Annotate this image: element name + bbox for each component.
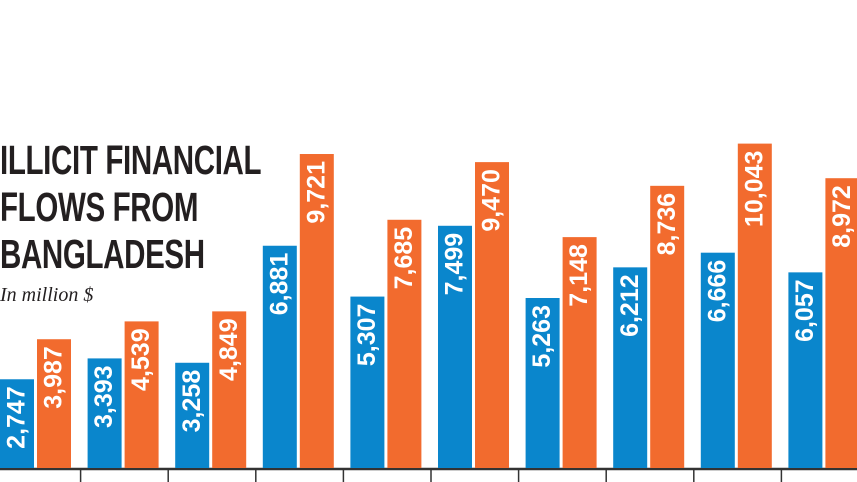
bar xyxy=(650,185,685,468)
bar xyxy=(387,219,422,468)
bar xyxy=(700,252,735,468)
value-label: 9,721 xyxy=(302,161,330,224)
bar xyxy=(475,162,509,468)
bar xyxy=(613,267,648,468)
bar xyxy=(438,225,472,468)
bar xyxy=(37,339,71,468)
bar xyxy=(87,358,122,468)
value-label: 7,685 xyxy=(390,227,418,290)
bar xyxy=(525,298,560,468)
bar xyxy=(262,245,297,468)
value-label: 8,972 xyxy=(828,185,856,248)
bar xyxy=(788,272,823,468)
bar xyxy=(212,311,247,468)
bar xyxy=(175,362,210,468)
value-label: 7,499 xyxy=(441,233,469,296)
value-label: 6,881 xyxy=(265,253,293,316)
value-label: 3,258 xyxy=(178,370,206,433)
bar xyxy=(0,379,34,468)
value-label: 2,747 xyxy=(3,386,31,449)
chart-subtitle: In million $ xyxy=(0,284,94,306)
chart-title: ILLICIT FINANCIAL FLOWS FROM BANGLADESH xyxy=(0,137,261,277)
value-label: 10,043 xyxy=(740,151,768,227)
value-label: 3,393 xyxy=(90,365,118,428)
value-label: 4,849 xyxy=(215,318,243,381)
value-label: 9,470 xyxy=(478,169,506,232)
bar xyxy=(825,178,857,468)
value-label: 5,307 xyxy=(353,304,381,367)
bar xyxy=(350,296,385,468)
bar xyxy=(124,321,159,468)
value-label: 8,736 xyxy=(653,193,681,256)
bar xyxy=(737,143,772,469)
value-label: 5,263 xyxy=(528,305,556,368)
bar xyxy=(562,237,597,468)
value-label: 7,148 xyxy=(565,244,593,307)
value-label: 3,987 xyxy=(40,346,68,409)
bar xyxy=(299,154,334,468)
value-label: 6,666 xyxy=(703,260,731,323)
value-label: 6,057 xyxy=(791,279,819,342)
value-label: 4,539 xyxy=(127,328,155,391)
value-label: 6,212 xyxy=(616,274,644,337)
